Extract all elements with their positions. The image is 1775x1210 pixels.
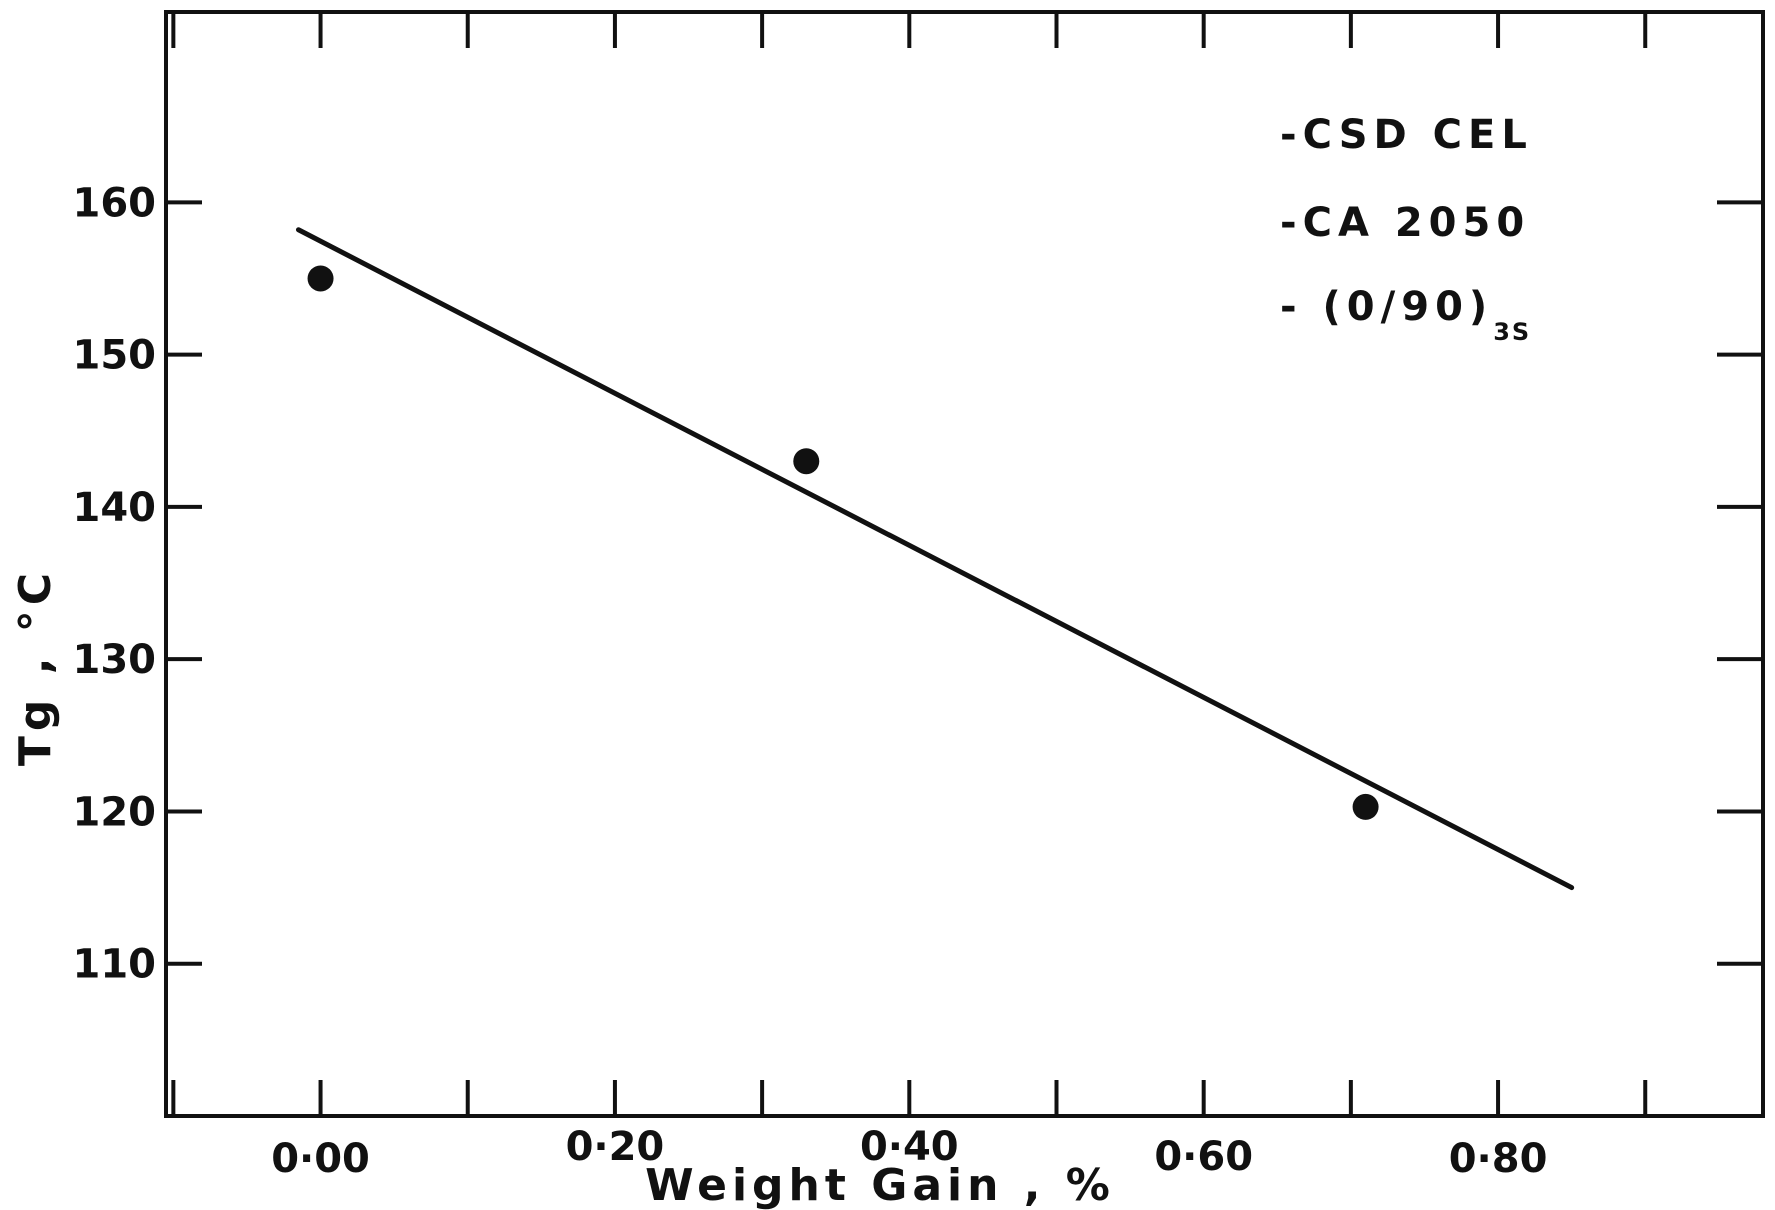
x-axis-title: Weight Gain , % [645,1160,1115,1210]
y-axis-tick-labels: 110 120 130 140 150 160 [73,180,157,987]
x-tick-label-3: 0·60 [1154,1134,1253,1180]
y-tick-label-0: 110 [73,942,157,988]
legend-entry-3: - (0/90)3S [1280,284,1531,346]
y-axis-title: Tg , °C [10,568,61,766]
data-series [295,227,1575,891]
fit-line [295,227,1575,891]
x-tick-label-1: 0·20 [566,1124,665,1170]
legend-entry-3-main: - (0/90) [1280,284,1493,330]
y-axis-ticks [166,200,1763,966]
y-tick-label-3: 140 [73,485,157,531]
x-tick-label-4: 0·80 [1449,1136,1548,1182]
data-point-1 [793,448,820,475]
legend-entry-3-subscript: 3S [1493,318,1531,346]
x-axis-ticks [171,12,1648,1116]
data-point-2 [1352,793,1379,820]
legend-entry-2: -CA 2050 [1280,200,1530,246]
y-tick-label-4: 150 [73,333,157,379]
y-tick-label-1: 120 [73,789,157,835]
x-axis-tick-labels: 0·00 0·20 0·40 0·60 0·80 [271,1124,1547,1182]
y-tick-label-2: 130 [73,637,157,683]
legend-entry-1: -CSD CEL [1280,112,1533,158]
y-tick-label-5: 160 [73,180,157,226]
x-tick-label-2: 0·40 [860,1124,959,1170]
x-tick-label-0: 0·00 [271,1136,370,1182]
legend: -CSD CEL -CA 2050 - (0/90)3S [1280,112,1533,346]
data-point-0 [307,265,334,292]
plot-frame [164,10,1765,1118]
